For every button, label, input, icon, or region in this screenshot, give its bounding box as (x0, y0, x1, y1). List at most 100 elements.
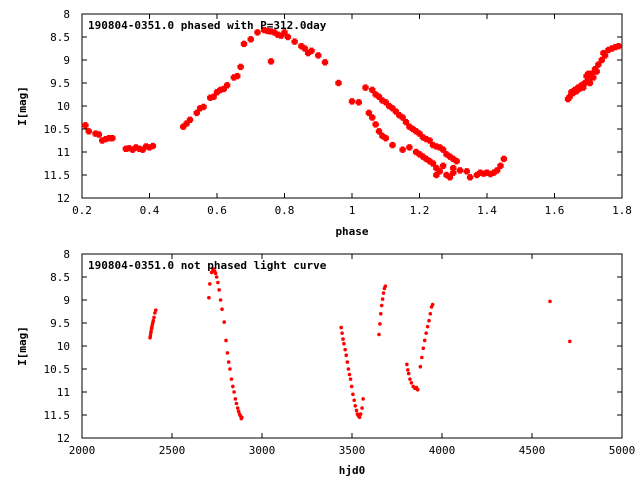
data-point (382, 99, 389, 106)
data-point (426, 158, 433, 165)
data-point (357, 415, 362, 420)
data-point (379, 303, 384, 308)
data-point (149, 329, 153, 334)
phased-y-tick-label: 8.5 (50, 31, 70, 44)
data-point (365, 109, 373, 117)
data-point (339, 325, 344, 330)
data-point (466, 174, 474, 181)
data-point (214, 275, 219, 279)
data-point (579, 84, 587, 91)
data-point (126, 145, 133, 152)
data-point (487, 170, 494, 178)
data-point (193, 109, 200, 117)
data-point (372, 121, 379, 128)
data-point (379, 97, 386, 104)
phased-y-tick-label: 9 (63, 54, 70, 67)
data-point (183, 120, 190, 127)
data-point (422, 338, 427, 343)
data-point (264, 27, 271, 35)
data-point (240, 415, 244, 420)
data-point (605, 46, 612, 54)
data-point (375, 128, 383, 135)
phased-y-tick-label: 11.5 (44, 169, 71, 182)
phased-x-tick-label: 1.4 (477, 204, 497, 217)
data-point (361, 397, 365, 401)
data-point (369, 86, 376, 94)
data-point (473, 171, 481, 179)
data-point (383, 284, 388, 289)
data-point (493, 167, 501, 174)
data-point (566, 93, 573, 100)
data-point (406, 368, 410, 372)
unphased-data-points (148, 267, 572, 421)
data-point (186, 116, 194, 123)
data-point (569, 89, 577, 97)
data-point (213, 271, 218, 276)
data-point (234, 401, 239, 406)
unphased-y-tick-label: 12 (57, 432, 70, 445)
data-point (598, 56, 605, 64)
data-point (254, 29, 261, 36)
data-point (321, 59, 329, 66)
data-point (105, 135, 113, 142)
data-point (240, 40, 248, 48)
data-point (349, 384, 354, 389)
data-point (456, 167, 464, 174)
phased-y-tick-label: 10.5 (44, 123, 71, 136)
data-point (392, 108, 400, 115)
data-point (216, 280, 220, 285)
data-point (335, 79, 342, 87)
data-point (497, 162, 504, 169)
data-point (421, 346, 426, 351)
data-point (207, 295, 211, 300)
data-point (207, 94, 214, 101)
data-point (418, 364, 423, 369)
data-point (590, 74, 597, 81)
data-point (304, 49, 312, 57)
data-point (415, 387, 420, 392)
data-point (423, 135, 430, 143)
data-point (222, 320, 226, 324)
data-point (412, 128, 420, 135)
data-point (439, 162, 447, 169)
phased-data-points (82, 26, 622, 181)
data-point (402, 118, 410, 126)
data-point (92, 130, 99, 137)
data-point (136, 145, 143, 152)
data-point (379, 132, 386, 140)
data-point (180, 123, 187, 130)
data-point (419, 134, 427, 141)
data-point (315, 52, 322, 59)
data-point (409, 125, 416, 133)
data-point (463, 168, 470, 175)
data-point (430, 302, 435, 307)
phased-chart-title: 190804-0351.0 phased with P=312.0day (88, 19, 327, 32)
data-point (586, 75, 594, 82)
unphased-x-axis: 2000 2500 3000 3500 4000 4500 5000 (69, 254, 636, 457)
data-point (223, 82, 231, 89)
data-point (427, 318, 431, 323)
data-point (210, 93, 217, 100)
data-point (601, 52, 609, 59)
data-point (406, 144, 413, 151)
data-point (446, 174, 454, 181)
unphased-x-tick-label: 4500 (519, 444, 546, 457)
data-point (99, 137, 106, 144)
data-point (382, 135, 389, 142)
data-point (347, 372, 352, 377)
data-point (217, 86, 224, 94)
unphased-y-tick-label: 9 (63, 294, 70, 307)
data-point (355, 99, 362, 106)
data-point (433, 171, 440, 179)
data-point (420, 355, 424, 360)
data-point (213, 89, 221, 96)
data-point (231, 384, 235, 389)
data-point (378, 322, 382, 326)
data-point (576, 85, 584, 92)
unphased-x-tick-label: 2000 (69, 444, 96, 457)
data-point (345, 360, 350, 364)
data-point (405, 362, 409, 367)
data-point (234, 72, 241, 80)
unphased-x-tick-label: 5000 (609, 444, 636, 457)
data-point (612, 43, 619, 51)
